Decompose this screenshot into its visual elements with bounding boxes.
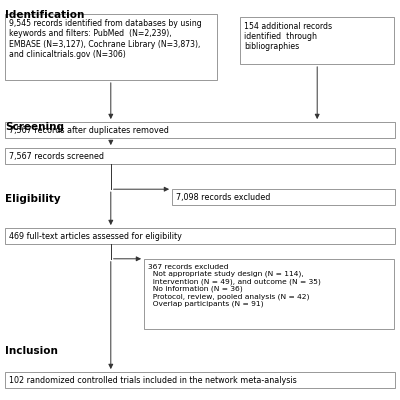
Text: 9,545 records identified from databases by using
keywords and filters: PubMed  (: 9,545 records identified from databases …	[9, 19, 202, 59]
FancyBboxPatch shape	[144, 259, 394, 329]
FancyBboxPatch shape	[5, 148, 395, 164]
Text: 102 randomized controlled trials included in the network meta-analysis: 102 randomized controlled trials include…	[9, 376, 296, 385]
FancyBboxPatch shape	[5, 228, 395, 244]
Text: 154 additional records
identified  through
bibliographies: 154 additional records identified throug…	[244, 22, 332, 52]
Text: Screening: Screening	[5, 122, 64, 132]
Text: 469 full-text articles assessed for eligibility: 469 full-text articles assessed for elig…	[9, 232, 182, 241]
FancyBboxPatch shape	[240, 17, 394, 64]
Text: 7,567 records screened: 7,567 records screened	[9, 152, 104, 161]
Text: Eligibility: Eligibility	[5, 194, 60, 204]
Text: 367 records excluded
  Not appropriate study design (N = 114),
  intervention (N: 367 records excluded Not appropriate stu…	[148, 264, 321, 307]
Text: 7,098 records excluded: 7,098 records excluded	[176, 193, 270, 202]
FancyBboxPatch shape	[5, 122, 395, 138]
Text: 7,567 records after duplicates removed: 7,567 records after duplicates removed	[9, 126, 169, 135]
Text: Inclusion: Inclusion	[5, 346, 58, 356]
FancyBboxPatch shape	[5, 14, 217, 80]
Text: Identification: Identification	[5, 10, 84, 20]
FancyBboxPatch shape	[5, 372, 395, 388]
FancyBboxPatch shape	[172, 189, 395, 205]
